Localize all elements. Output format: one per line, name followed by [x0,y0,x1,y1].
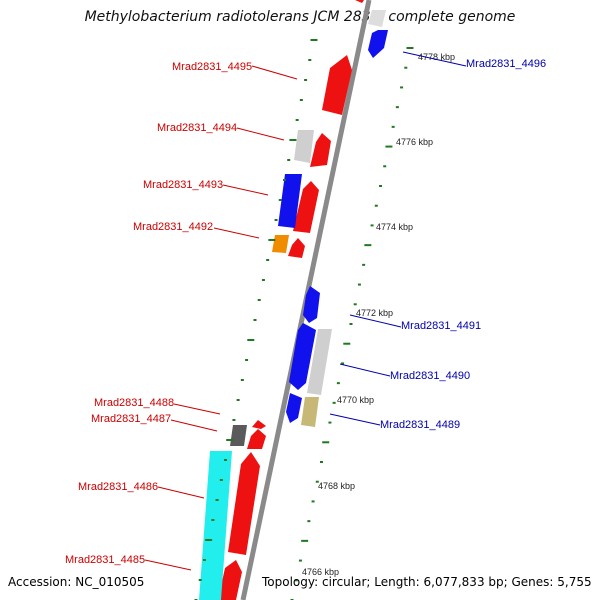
gene-arrow-4496[interactable] [368,30,388,58]
gene-label-4485[interactable]: Mrad2831_4485 [65,554,145,566]
gene-label-4486[interactable]: Mrad2831_4486 [78,481,158,493]
reverse-gene-labels: Mrad2831_4496 Mrad2831_4491 Mrad2831_449… [329,51,546,431]
gene-box-grey-4494[interactable] [294,130,314,163]
gene-label-4495[interactable]: Mrad2831_4495 [172,61,252,73]
gene-box-cyan-4486[interactable] [199,451,232,600]
gene-label-4496[interactable]: Mrad2831_4496 [466,58,546,70]
scale-label-4778: 4778 kbp [418,52,455,62]
gene-box-olive-4489[interactable] [301,397,319,427]
gene-box-lightgrey-top[interactable] [368,10,386,27]
genome-title: Methylobacterium radiotolerans JCM 2831,… [84,9,516,25]
gene-arrow-4488[interactable] [252,420,266,429]
scale-ring-inner [194,39,318,600]
gene-box-grey-4490[interactable] [307,329,332,395]
gene-arrow-4494[interactable] [310,133,331,167]
gene-arrow-4495[interactable] [322,55,352,115]
scale-label-4772: 4772 kbp [356,308,393,318]
scale-label-4774: 4774 kbp [376,222,413,232]
scale-label-4766: 4766 kbp [302,567,339,577]
gene-label-4489[interactable]: Mrad2831_4489 [380,419,460,431]
scale-label-4768: 4768 kbp [318,481,355,491]
gene-arrow-4491[interactable] [303,286,320,323]
gene-box-darkgrey-4488[interactable] [230,425,247,446]
gene-label-4487[interactable]: Mrad2831_4487 [91,413,171,425]
gene-arrow-top[interactable] [355,0,364,3]
gene-arrow-4492[interactable] [288,238,305,258]
gene-arrow-4493[interactable] [293,181,319,233]
scale-labels: 4778 kbp 4776 kbp 4774 kbp 4772 kbp 4770… [302,52,455,577]
scale-label-4770: 4770 kbp [337,395,374,405]
gene-label-4488[interactable]: Mrad2831_4488 [94,397,174,409]
gene-arrow-4490[interactable] [289,323,316,390]
gene-label-4490[interactable]: Mrad2831_4490 [390,370,470,382]
accession-text: Accession: NC_010505 [8,575,145,589]
gene-arrow-4486[interactable] [228,452,260,555]
gene-label-4493[interactable]: Mrad2831_4493 [143,179,223,191]
forward-gene-labels: Mrad2831_4495 Mrad2831_4494 Mrad2831_449… [65,61,298,571]
gene-box-blue-4493[interactable] [278,174,302,228]
gene-label-4491[interactable]: Mrad2831_4491 [401,320,481,332]
scale-ring-outer [290,47,414,600]
gene-label-4494[interactable]: Mrad2831_4494 [157,122,237,134]
gene-arrow-4485[interactable] [218,560,242,600]
gene-box-orange-4492[interactable] [272,235,289,253]
scale-label-4776: 4776 kbp [396,137,433,147]
gene-label-4492[interactable]: Mrad2831_4492 [133,221,213,233]
topology-text: Topology: circular; Length: 6,077,833 bp… [262,575,592,589]
gene-arrow-4489[interactable] [286,393,302,423]
gene-arrow-4487[interactable] [247,429,266,449]
